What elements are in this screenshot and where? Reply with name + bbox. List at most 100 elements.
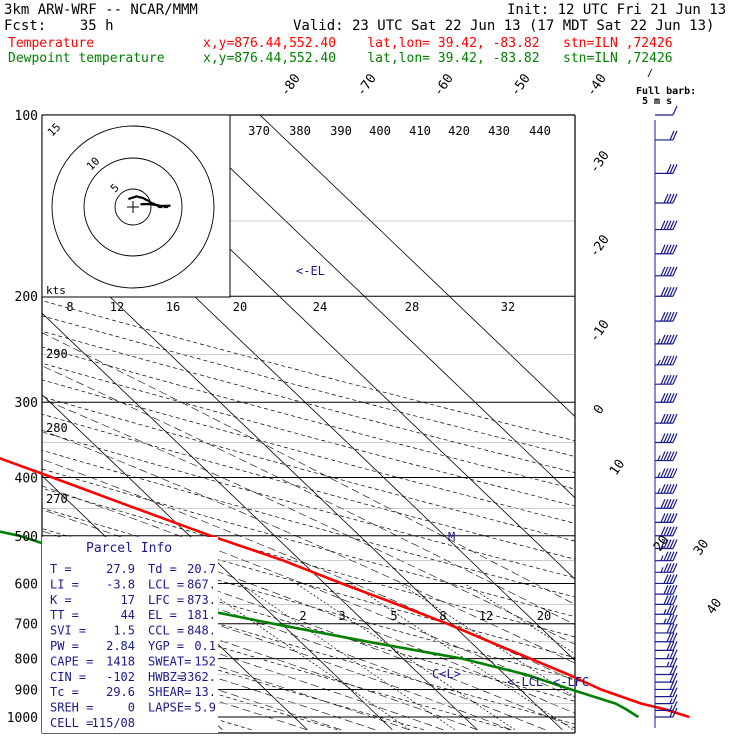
wind-barb <box>655 244 678 255</box>
wind-barb-flag <box>669 513 675 523</box>
wind-barb-flag <box>663 539 669 549</box>
wind-barb-flag <box>672 665 678 675</box>
temperature-tick-label: -10 <box>587 317 613 345</box>
wind-barb <box>655 551 678 562</box>
wind-barb-flag <box>669 551 675 561</box>
parcel-info-key: SREH = <box>50 701 93 715</box>
wind-barb-flag <box>666 244 672 254</box>
mixing-ratio-label: 2 <box>299 609 306 623</box>
wind-barb <box>655 584 678 595</box>
wind-barb-flag <box>663 526 669 537</box>
mixing-ratio-line <box>350 583 574 731</box>
wind-barb-flag <box>672 220 678 230</box>
wind-barb-flag <box>666 574 672 584</box>
wind-barb-flag <box>672 604 678 615</box>
wind-barb <box>655 539 678 550</box>
pressure-tick-label: 700 <box>15 618 38 633</box>
wind-barb-flag <box>669 355 675 366</box>
wind-barb-flag <box>669 468 675 478</box>
hodograph-speed-label: 32 <box>501 300 515 314</box>
wind-barb-flag <box>663 355 669 366</box>
wind-barb-flag <box>666 413 672 424</box>
wind-barb-flag <box>666 526 672 537</box>
m-marker-label: M <box>448 530 455 544</box>
pressure-tick-label: 1000 <box>7 711 38 726</box>
wind-barb-half-flag <box>657 455 661 461</box>
hodograph-direction-label: 290 <box>46 347 68 361</box>
wind-barb-flag <box>672 266 678 277</box>
wind-barb-flag <box>666 604 672 615</box>
hodograph-speed-label: 28 <box>405 300 419 314</box>
wind-barb-flag <box>672 130 678 141</box>
wind-barb-flag <box>666 539 672 549</box>
wind-barb-flag <box>660 311 666 322</box>
wind-barb-flag <box>669 130 675 141</box>
wind-barb <box>655 513 678 523</box>
wind-barb-flag <box>660 539 666 549</box>
wind-barb-flag <box>666 433 672 443</box>
parcel-info-key: Td = <box>148 562 177 576</box>
wind-barb-flag <box>672 551 678 561</box>
temperature-tick-label: 20 <box>651 533 672 554</box>
wind-barb-half-flag <box>666 653 670 659</box>
wind-barb <box>655 657 678 668</box>
parcel-info-value: 44 <box>121 608 135 622</box>
wind-barb-flag <box>672 614 678 624</box>
theta-label: 440 <box>529 124 551 138</box>
parcel-info-title: Parcel Info <box>86 541 172 556</box>
wind-barb-flag <box>669 451 675 461</box>
wind-barb-flag <box>669 220 675 230</box>
wind-barb <box>655 266 678 277</box>
parcel-info-key: T = <box>50 562 72 576</box>
mixing-ratio-label: 3 <box>338 609 345 623</box>
wind-barb <box>655 374 678 385</box>
wind-barb-flag <box>663 563 669 573</box>
temperature-tick-label: 40 <box>704 596 725 617</box>
wind-barb <box>655 392 678 403</box>
wind-barb-flag <box>669 657 675 667</box>
parcel-info-value: 1418 <box>106 654 135 668</box>
wind-barb <box>655 526 678 537</box>
pressure-tick-label: 400 <box>15 471 38 486</box>
wind-barb-flag <box>666 551 672 561</box>
wind-barb-flag <box>672 484 678 494</box>
mixing-ratio-line <box>399 583 575 698</box>
wind-barb-flag <box>672 701 678 711</box>
wind-barb-flag <box>666 484 672 494</box>
lfc-marker-label: <-LFC <box>553 675 589 689</box>
wind-barb-flag <box>663 574 669 584</box>
wind-barb-flag <box>672 595 678 605</box>
parcel-info-value: 152 <box>194 654 216 668</box>
temperature-tick-label: 10 <box>607 457 628 478</box>
moist-adiabat <box>42 530 575 729</box>
sounding-profiles <box>0 457 690 719</box>
wind-barb-flag <box>663 498 669 509</box>
wind-barb-half-flag <box>669 698 673 704</box>
wind-barb-flag <box>660 468 666 478</box>
wind-barb-flag <box>663 595 669 605</box>
hodograph-speed-label: 8 <box>66 300 73 314</box>
mixing-ratio-label: 12 <box>479 609 493 623</box>
wind-barb-flag <box>669 392 675 403</box>
wind-barb-flag <box>663 433 669 443</box>
theta-label: 390 <box>330 124 352 138</box>
pressure-tick-label: 100 <box>15 109 38 124</box>
theta-label: 400 <box>369 124 391 138</box>
wind-barb-flag <box>672 164 678 174</box>
wind-barb-flag <box>672 468 678 478</box>
wind-barb-flag <box>672 413 678 424</box>
init-time: Init: 12 UTC Fri 21 Jun 13 <box>507 2 727 18</box>
wind-barb-flag <box>672 286 678 297</box>
wind-barb-half-flag <box>657 472 661 478</box>
hodograph-speed-label: 24 <box>313 300 327 314</box>
wind-barb <box>655 707 678 718</box>
parcel-info-value: 115/08 <box>92 716 135 730</box>
wind-barb-flag <box>672 632 678 643</box>
wind-barb-flag <box>666 468 672 478</box>
parcel-info-value: 29.6 <box>106 685 135 699</box>
mixing-ratio-line <box>239 583 456 731</box>
wind-barb-flag <box>660 433 666 443</box>
parcel-info-value: 867. <box>187 577 216 591</box>
wind-barb-flag <box>663 468 669 478</box>
